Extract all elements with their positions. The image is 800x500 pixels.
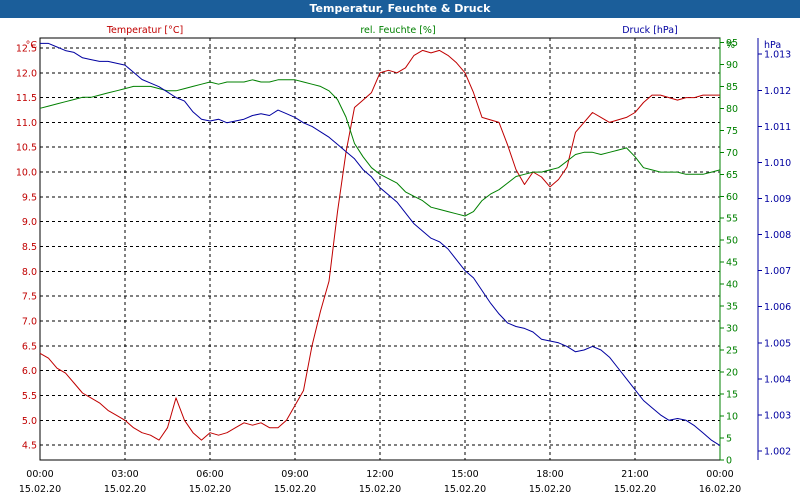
- time-axis: 00:00 15.02.20 03:00 15.02.20 06:00 15.02.20 0…: [19, 469, 741, 495]
- pressure-tick-label: 1.002: [764, 446, 791, 457]
- temperature-tick-label: 8.0: [22, 267, 37, 278]
- temperature-tick-label: 10.0: [16, 168, 37, 179]
- axis-titles: Temperatur [°C] rel. Feuchte [%] Druck [hP…: [106, 25, 678, 36]
- temperature-tick-label: 9.0: [22, 217, 37, 228]
- temperature-unit-label: °C: [26, 40, 38, 51]
- humidity-tick-label: 25: [726, 346, 738, 357]
- series-line-humidity: [39, 79, 721, 217]
- pressure-unit-label: hPa: [764, 40, 781, 51]
- temperature-tick-label: 10.5: [16, 143, 37, 154]
- humidity-tick-label: 90: [726, 60, 738, 71]
- series-line-temperature: [39, 49, 720, 441]
- pressure-tick-label: 1.004: [764, 374, 791, 385]
- pressure-tick-label: 1.010: [764, 158, 791, 169]
- temperature-tick-label: 6.5: [22, 341, 37, 352]
- chart-title: Temperatur, Feuchte & Druck: [309, 2, 491, 15]
- x-tick-time: 18:00: [536, 469, 563, 480]
- x-tick-date: 15.02.20: [189, 484, 231, 495]
- humidity-tick-label: 85: [726, 82, 738, 93]
- pressure-tick-label: 1.007: [764, 266, 791, 277]
- humidity-axis: 0 5 10 15 20 25 30 35 40 45 50 55 60 65 70 75 80 85 90 95%: [719, 38, 738, 467]
- x-tick-time: 03:00: [111, 469, 138, 480]
- humidity-tick-label: 50: [726, 236, 738, 247]
- humidity-tick-label: 0: [726, 456, 732, 467]
- humidity-unit-label: %: [726, 40, 735, 51]
- x-tick-date: 15.02.20: [444, 484, 486, 495]
- x-tick-time: 12:00: [366, 469, 393, 480]
- x-tick-time: 09:00: [281, 469, 308, 480]
- humidity-tick-label: 70: [726, 148, 738, 159]
- temperature-tick-label: 11.5: [16, 93, 37, 104]
- temperature-tick-label: 5.0: [22, 416, 37, 427]
- pressure-axis: 1.002 1.003 1.004 1.005 1.006 1.007 1.008 1.009…: [757, 38, 791, 460]
- x-tick-date: 15.02.20: [614, 484, 656, 495]
- pressure-axis-title: Druck [hPa]: [622, 25, 678, 36]
- temperature-tick-label: 12.5: [16, 43, 37, 54]
- pressure-tick-label: 1.011: [764, 122, 791, 133]
- x-tick-date: 15.02.20: [359, 484, 401, 495]
- chart-title-bar: Temperatur, Feuchte & Druck: [0, 0, 800, 18]
- humidity-tick-label: 65: [726, 170, 738, 181]
- x-tick-date: 15.02.20: [104, 484, 146, 495]
- humidity-tick-label: 35: [726, 302, 738, 313]
- pressure-tick-label: 1.003: [764, 410, 791, 421]
- x-tick-time: 00:00: [26, 469, 53, 480]
- temperature-axis: 4.5 5.0 5.5 6.0 6.5 7.0 7.5 8.0 8.5 9.0 9.5 10.0 10.…: [16, 40, 38, 452]
- pressure-tick-label: 1.012: [764, 86, 791, 97]
- humidity-tick-label: 15: [726, 390, 738, 401]
- temperature-tick-label: 7.5: [22, 292, 37, 303]
- x-tick-date: 15.02.20: [274, 484, 316, 495]
- humidity-tick-label: 5: [726, 434, 732, 445]
- x-tick-date: 15.02.20: [19, 484, 61, 495]
- grid: [39, 37, 721, 461]
- temperature-tick-label: 7.0: [22, 316, 37, 327]
- pressure-tick-label: 1.009: [764, 194, 791, 205]
- humidity-tick-label: 55: [726, 214, 738, 225]
- temperature-tick-label: 4.5: [22, 441, 37, 452]
- pressure-tick-label: 1.006: [764, 302, 791, 313]
- humidity-tick-label: 80: [726, 104, 738, 115]
- temperature-tick-label: 8.5: [22, 242, 37, 253]
- temperature-tick-label: 5.5: [22, 391, 37, 402]
- humidity-tick-label: 45: [726, 258, 738, 269]
- temperature-tick-label: 12.0: [16, 68, 37, 79]
- temperature-tick-label: 6.0: [22, 366, 37, 377]
- pressure-tick-label: 1.013: [764, 50, 791, 61]
- x-tick-time: 21:00: [621, 469, 648, 480]
- humidity-tick-label: 10: [726, 412, 738, 423]
- humidity-tick-label: 40: [726, 280, 738, 291]
- humidity-tick-label: 75: [726, 126, 738, 137]
- humidity-axis-title: rel. Feuchte [%]: [360, 25, 435, 36]
- temperature-tick-label: 11.0: [16, 118, 37, 129]
- humidity-tick-label: 60: [726, 192, 738, 203]
- x-tick-time: 00:00: [706, 469, 733, 480]
- temperature-axis-title: Temperatur [°C]: [106, 25, 183, 36]
- pressure-tick-label: 1.005: [764, 338, 791, 349]
- temperature-tick-label: 9.5: [22, 192, 37, 203]
- humidity-tick-label: 30: [726, 324, 738, 335]
- humidity-tick-label: 95: [726, 38, 738, 49]
- pressure-tick-label: 1.008: [764, 230, 791, 241]
- x-tick-date: 16.02.20: [699, 484, 741, 495]
- series-lines: [39, 42, 721, 447]
- series-line-pressure: [40, 42, 721, 447]
- humidity-tick-label: 20: [726, 368, 738, 379]
- x-tick-time: 15:00: [451, 469, 478, 480]
- x-tick-date: 15.02.20: [529, 484, 571, 495]
- x-tick-time: 06:00: [196, 469, 223, 480]
